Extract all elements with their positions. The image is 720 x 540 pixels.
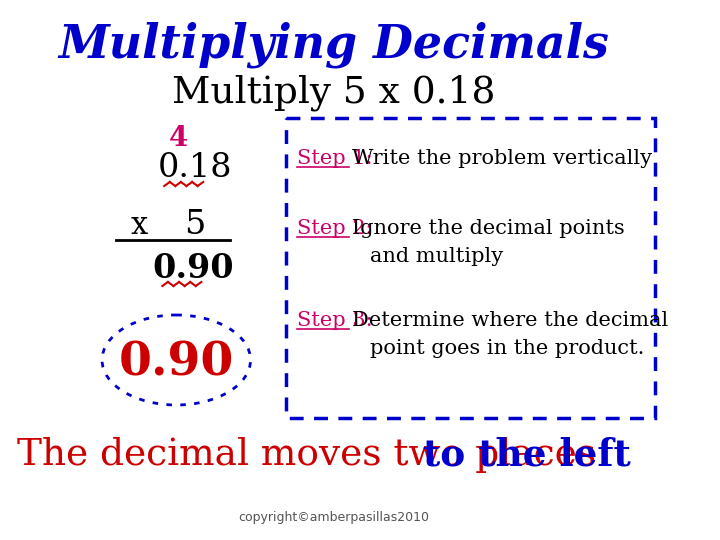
Text: point goes in the product.: point goes in the product. <box>370 339 644 357</box>
Text: copyright©amberpasillas2010: copyright©amberpasillas2010 <box>238 510 430 523</box>
Text: 0.90: 0.90 <box>119 339 234 385</box>
Text: Step 1:: Step 1: <box>297 148 372 167</box>
FancyBboxPatch shape <box>286 118 655 418</box>
Text: 5: 5 <box>184 209 205 241</box>
Text: Determine where the decimal: Determine where the decimal <box>351 310 668 329</box>
Text: and multiply: and multiply <box>370 246 503 266</box>
Text: Write the problem vertically: Write the problem vertically <box>351 148 652 167</box>
Text: Ignore the decimal points: Ignore the decimal points <box>351 219 624 238</box>
Text: 4: 4 <box>168 125 188 152</box>
Text: 0.18: 0.18 <box>158 152 232 184</box>
Text: Multiplying Decimals: Multiplying Decimals <box>58 22 609 68</box>
Text: x: x <box>130 210 148 240</box>
Text: to the left: to the left <box>423 436 631 474</box>
Text: Step 2:: Step 2: <box>297 219 372 238</box>
Text: Multiply 5 x 0.18: Multiply 5 x 0.18 <box>172 75 495 111</box>
Text: Step 3:: Step 3: <box>297 310 372 329</box>
Text: The decimal moves two places: The decimal moves two places <box>17 437 608 473</box>
Text: 0.90: 0.90 <box>152 252 234 285</box>
